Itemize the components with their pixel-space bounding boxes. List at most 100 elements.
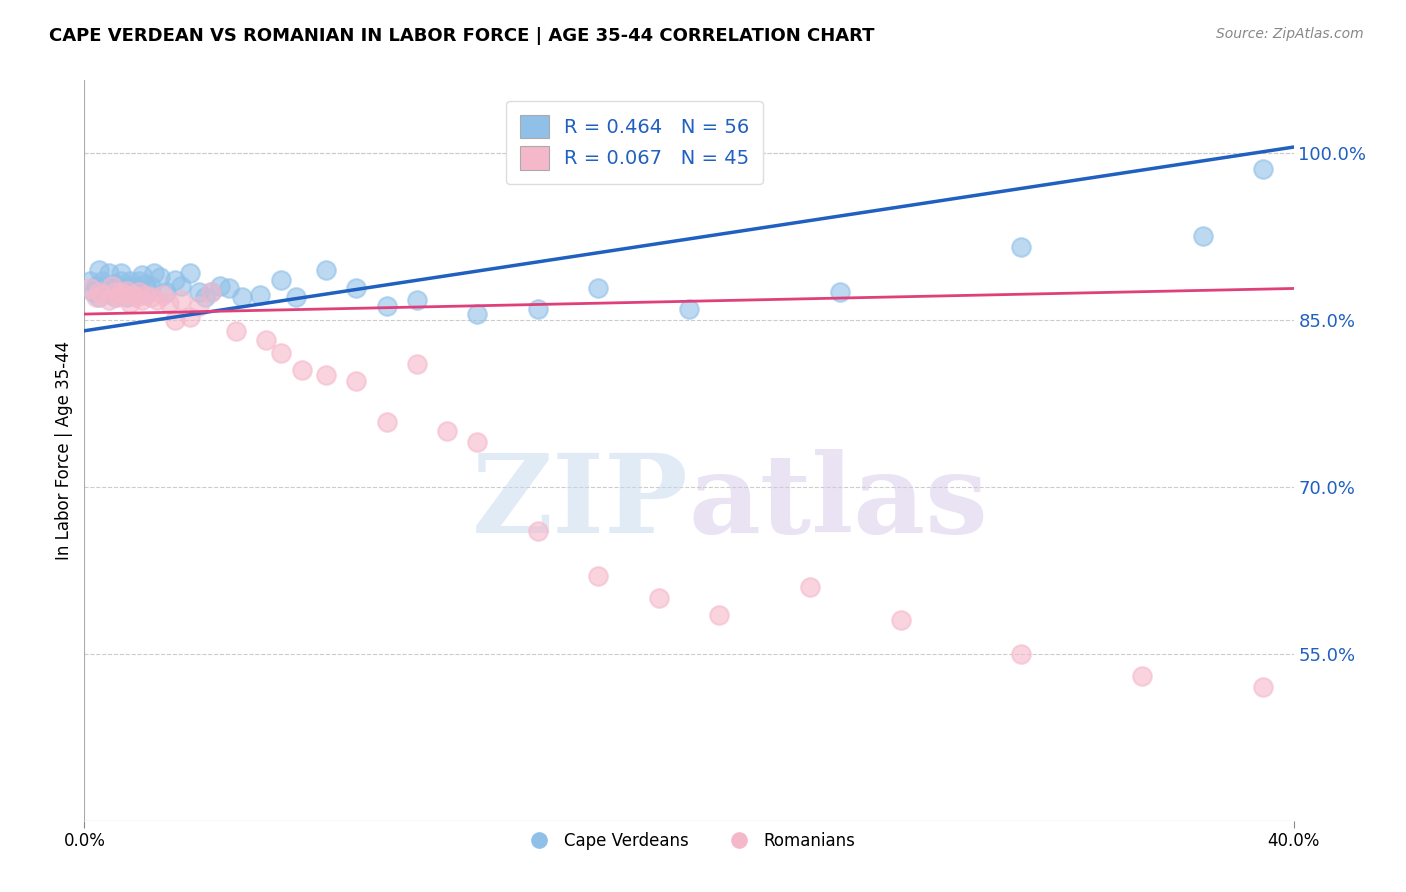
Point	[121, 279, 143, 293]
Point	[155, 285, 177, 299]
Point	[91, 288, 114, 302]
Text: Source: ZipAtlas.com: Source: ZipAtlas.com	[1216, 27, 1364, 41]
Point	[97, 293, 120, 307]
Point	[79, 281, 101, 295]
Y-axis label: In Labor Force | Age 35-44: In Labor Force | Age 35-44	[55, 341, 73, 560]
Point	[225, 324, 247, 338]
Point	[89, 262, 111, 277]
Point	[121, 288, 143, 302]
Point	[79, 274, 101, 288]
Point	[678, 301, 700, 316]
Point	[118, 296, 141, 310]
Point	[139, 290, 162, 304]
Point	[1253, 162, 1275, 177]
Point	[139, 279, 162, 293]
Point	[136, 285, 159, 299]
Point	[115, 279, 138, 293]
Point	[588, 281, 610, 295]
Point	[231, 290, 253, 304]
Point	[86, 290, 108, 304]
Point	[110, 274, 132, 288]
Point	[285, 290, 308, 304]
Point	[104, 290, 127, 304]
Point	[104, 277, 127, 291]
Point	[142, 266, 165, 280]
Point	[254, 333, 277, 347]
Point	[527, 301, 550, 316]
Point	[209, 279, 232, 293]
Text: ZIP: ZIP	[472, 449, 689, 556]
Point	[270, 346, 292, 360]
Point	[125, 290, 148, 304]
Point	[165, 312, 187, 326]
Point	[112, 281, 135, 295]
Point	[97, 285, 120, 299]
Point	[131, 268, 153, 282]
Point	[100, 281, 122, 295]
Point	[131, 293, 153, 307]
Point	[110, 285, 132, 299]
Point	[107, 290, 129, 304]
Point	[200, 285, 222, 299]
Point	[270, 272, 292, 286]
Point	[91, 274, 114, 288]
Point	[125, 284, 148, 298]
Point	[436, 424, 458, 438]
Point	[249, 288, 271, 302]
Point	[218, 281, 240, 295]
Point	[179, 310, 201, 325]
Text: atlas: atlas	[689, 449, 988, 556]
Point	[467, 435, 489, 450]
Point	[97, 266, 120, 280]
Text: CAPE VERDEAN VS ROMANIAN IN LABOR FORCE | AGE 35-44 CORRELATION CHART: CAPE VERDEAN VS ROMANIAN IN LABOR FORCE …	[49, 27, 875, 45]
Point	[1253, 680, 1275, 694]
Point	[346, 374, 368, 388]
Point	[149, 270, 172, 285]
Point	[118, 274, 141, 288]
Point	[830, 285, 852, 299]
Point	[1011, 240, 1033, 254]
Point	[1130, 669, 1153, 683]
Point	[157, 296, 180, 310]
Point	[315, 262, 337, 277]
Point	[188, 285, 211, 299]
Point	[89, 285, 111, 299]
Point	[467, 307, 489, 321]
Point	[375, 415, 398, 429]
Point	[165, 272, 187, 286]
Point	[115, 284, 138, 298]
Point	[1192, 229, 1215, 244]
Point	[170, 279, 193, 293]
Point	[134, 277, 156, 291]
Point	[346, 281, 368, 295]
Point	[86, 279, 108, 293]
Point	[1011, 647, 1033, 661]
Point	[107, 285, 129, 299]
Point	[527, 524, 550, 538]
Legend: Cape Verdeans, Romanians: Cape Verdeans, Romanians	[516, 825, 862, 856]
Point	[179, 266, 201, 280]
Point	[170, 293, 193, 307]
Point	[134, 288, 156, 302]
Point	[128, 274, 150, 288]
Point	[188, 299, 211, 313]
Point	[121, 288, 143, 302]
Point	[118, 281, 141, 295]
Point	[406, 357, 429, 371]
Point	[291, 363, 314, 377]
Point	[799, 580, 821, 594]
Point	[194, 290, 217, 304]
Point	[375, 299, 398, 313]
Point	[82, 285, 104, 299]
Point	[709, 607, 731, 622]
Point	[110, 266, 132, 280]
Point	[890, 613, 912, 627]
Point	[104, 285, 127, 299]
Point	[128, 281, 150, 295]
Point	[112, 288, 135, 302]
Point	[200, 285, 222, 299]
Point	[94, 279, 117, 293]
Point	[648, 591, 671, 605]
Point	[152, 288, 174, 302]
Point	[146, 293, 169, 307]
